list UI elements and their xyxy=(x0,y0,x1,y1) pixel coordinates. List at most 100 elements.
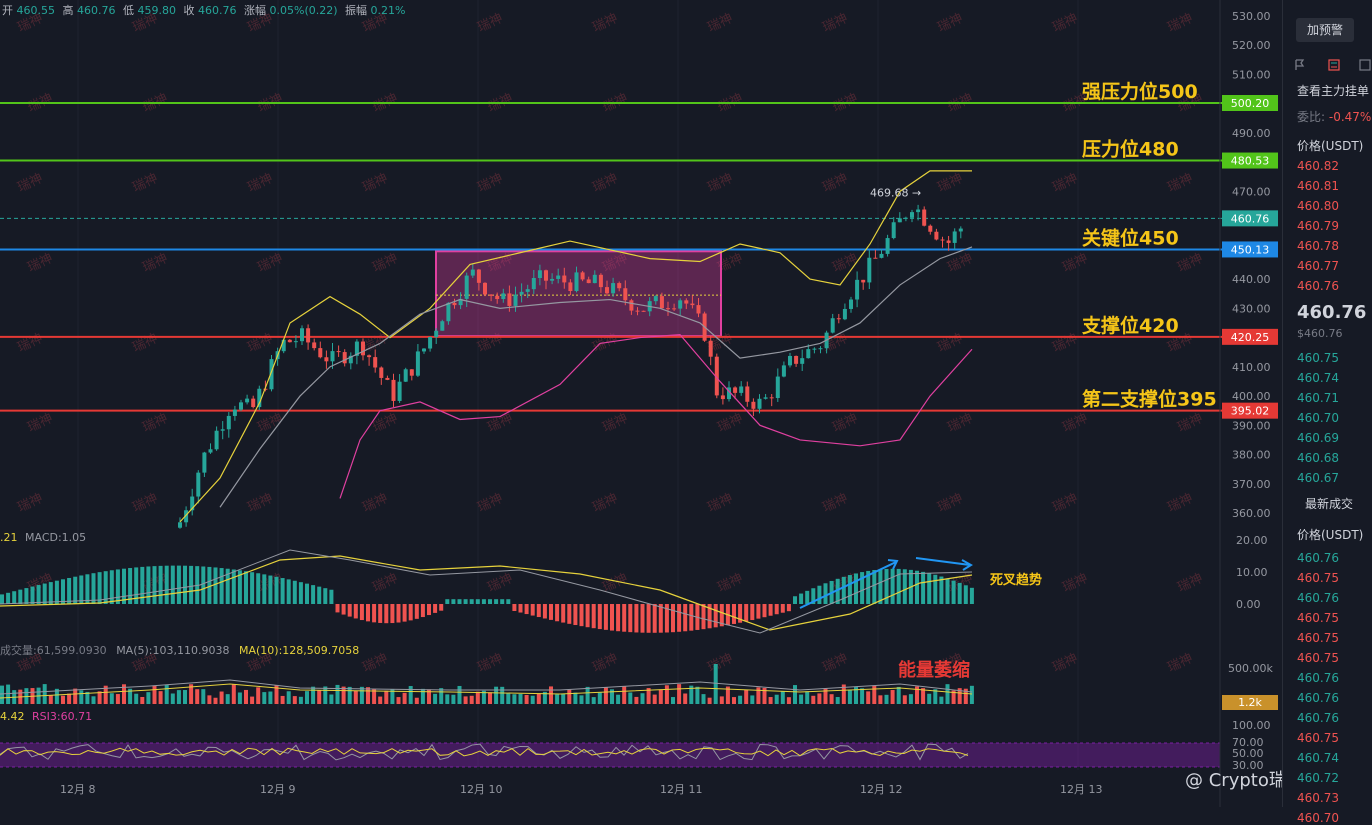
candle-body xyxy=(550,278,555,281)
volume-bar xyxy=(786,697,791,704)
rsi-axis-label: 100.00 xyxy=(1232,719,1271,732)
volume-bar xyxy=(335,684,340,704)
macd-bar xyxy=(402,604,407,622)
volume-bar xyxy=(689,685,694,704)
volume-bar xyxy=(115,694,120,704)
volume-bar xyxy=(567,689,572,704)
order-book-row[interactable]: 460.75 xyxy=(1297,351,1339,365)
candle-body xyxy=(501,293,506,300)
level-price-tag-text: 395.02 xyxy=(1231,405,1270,418)
macd-bar xyxy=(701,604,706,630)
watermark-text: 瑞神 xyxy=(1050,11,1080,36)
order-book-row[interactable]: 460.79 xyxy=(1297,219,1339,233)
volume-bar xyxy=(122,684,126,704)
orderbook-layout-icon[interactable] xyxy=(1327,58,1341,72)
order-book-row[interactable]: 460.77 xyxy=(1297,259,1339,273)
volume-bar xyxy=(829,694,834,704)
macd-bar xyxy=(335,604,340,613)
macd-bar xyxy=(841,576,846,604)
volume-value: 成交量:61,599.0930 xyxy=(0,644,107,657)
candle-body xyxy=(684,300,689,304)
watermark-text: 瑞神 xyxy=(255,411,285,436)
volume-bar xyxy=(793,685,797,704)
candle-body xyxy=(330,351,335,362)
volume-bar xyxy=(481,690,486,704)
order-book-row[interactable]: 460.70 xyxy=(1297,411,1339,425)
candle-body xyxy=(897,218,902,223)
order-book-row[interactable]: 460.80 xyxy=(1297,199,1339,213)
low-value: 459.80 xyxy=(137,4,177,17)
candle-body xyxy=(611,283,616,294)
macd-value: MACD:1.05 xyxy=(25,531,87,544)
candle-body xyxy=(373,357,378,368)
macd-bar xyxy=(939,576,944,604)
chart-area[interactable]: 瑞神 瑞神 瑞神 瑞神 瑞神 瑞神 瑞神 瑞神 瑞神 瑞神 瑞神 瑞神 瑞神 瑞神 瑞神 瑞神 瑞神 瑞神 瑞神 瑞神… xyxy=(0,0,1305,807)
macd-bar xyxy=(420,604,425,618)
macd-bar xyxy=(658,604,663,633)
macd-bar xyxy=(713,604,718,628)
flag-icon[interactable] xyxy=(1293,58,1307,72)
watermark-text: 瑞神 xyxy=(945,411,975,436)
main-orders-link[interactable]: 查看主力挂单 xyxy=(1297,84,1370,98)
candle-body xyxy=(537,270,542,278)
rsi-axis-label: 30.00 xyxy=(1232,759,1264,772)
orderbook-asks-icon[interactable] xyxy=(1358,58,1372,72)
macd-bar xyxy=(664,604,669,633)
order-book-row[interactable]: 460.67 xyxy=(1297,471,1339,485)
macd-bar xyxy=(250,572,255,604)
order-book-row[interactable]: 460.68 xyxy=(1297,451,1339,465)
volume-bar xyxy=(219,691,224,704)
volume-bar xyxy=(451,694,456,704)
macd-bar xyxy=(256,573,261,604)
volume-bar xyxy=(542,691,547,704)
macd-bar xyxy=(122,568,126,604)
candle-body xyxy=(409,369,414,376)
volume-bar xyxy=(671,697,675,704)
watermark-text: 瑞神 xyxy=(255,251,285,276)
volume-bar xyxy=(597,692,602,704)
watermark-text: 瑞神 xyxy=(935,11,965,36)
macd-bar xyxy=(921,571,926,604)
open-value: 460.55 xyxy=(16,4,56,17)
time-axis-label: 12月 10 xyxy=(460,783,503,796)
volume-bar xyxy=(957,688,962,704)
macd-bar xyxy=(494,599,499,604)
volume-shrink-label: 能量萎缩 xyxy=(898,659,970,681)
volume-bar xyxy=(695,686,700,704)
macd-bar xyxy=(500,599,505,604)
macd-bar xyxy=(433,604,438,613)
order-book-row[interactable]: 460.82 xyxy=(1297,159,1339,173)
volume-bar xyxy=(494,686,499,704)
order-book-row[interactable]: 460.69 xyxy=(1297,431,1339,445)
volume-bar xyxy=(561,693,566,704)
volume-bar xyxy=(225,694,230,704)
volume-bar xyxy=(902,695,907,704)
candle-body xyxy=(440,321,445,331)
trend-arrow-flat-head xyxy=(961,559,973,571)
volume-bar xyxy=(713,664,718,704)
order-book-row[interactable]: 460.74 xyxy=(1297,371,1339,385)
macd-bar xyxy=(603,604,608,630)
add-alert-button[interactable]: 加预警 xyxy=(1296,18,1354,42)
macd-bar xyxy=(341,604,346,615)
candle-body xyxy=(861,279,866,283)
death-cross-label: 死叉趋势 xyxy=(990,572,1042,588)
watermark-text: 瑞神 xyxy=(15,171,45,196)
macd-bar xyxy=(79,575,84,604)
watermark-text: 瑞神 xyxy=(935,491,965,516)
candle-body xyxy=(916,209,921,213)
watermark-text: 瑞神 xyxy=(475,651,505,676)
order-book-row[interactable]: 460.81 xyxy=(1297,179,1339,193)
macd-bar xyxy=(353,604,358,619)
macd-bar xyxy=(628,604,633,633)
trade-row: 460.72 xyxy=(1297,771,1339,785)
volume-bar xyxy=(231,684,236,704)
order-book-row[interactable]: 460.71 xyxy=(1297,391,1339,405)
order-book-row[interactable]: 460.76 xyxy=(1297,279,1339,293)
volume-bar xyxy=(707,697,712,704)
macd-bar xyxy=(396,604,401,623)
consolidation-box xyxy=(435,250,722,338)
order-book-row[interactable]: 460.78 xyxy=(1297,239,1339,253)
price-axis-label: 470.00 xyxy=(1232,185,1271,198)
